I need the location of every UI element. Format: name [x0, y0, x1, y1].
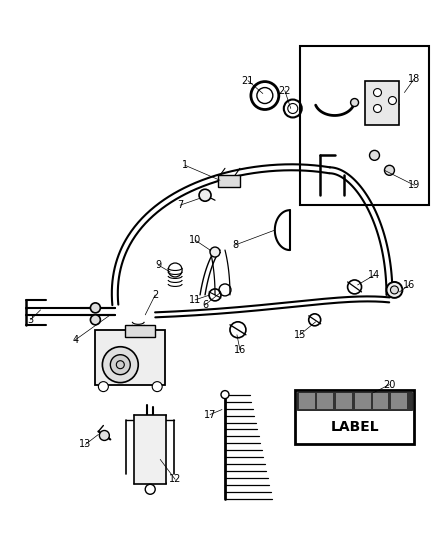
Circle shape	[152, 382, 162, 392]
Bar	[364, 80, 399, 125]
Bar	[355, 393, 371, 409]
Text: 22: 22	[279, 86, 291, 95]
Text: 12: 12	[169, 474, 181, 484]
Text: 19: 19	[408, 180, 420, 190]
Circle shape	[99, 431, 110, 440]
Circle shape	[374, 104, 381, 112]
Circle shape	[145, 484, 155, 494]
Text: 20: 20	[383, 379, 396, 390]
Bar	[134, 415, 166, 484]
Circle shape	[102, 347, 138, 383]
Text: 15: 15	[293, 330, 306, 340]
Text: 13: 13	[79, 439, 92, 449]
Bar	[295, 390, 414, 445]
Text: 8: 8	[232, 240, 238, 250]
Circle shape	[386, 282, 403, 298]
Circle shape	[390, 286, 399, 294]
Text: 6: 6	[202, 300, 208, 310]
Circle shape	[110, 355, 130, 375]
Bar	[336, 393, 352, 409]
Bar	[297, 392, 413, 409]
Bar	[218, 175, 240, 187]
Bar	[392, 393, 407, 409]
Circle shape	[99, 382, 108, 392]
Circle shape	[210, 247, 220, 257]
Circle shape	[385, 165, 395, 175]
Bar	[300, 46, 429, 205]
Bar	[299, 393, 314, 409]
Text: 11: 11	[189, 295, 201, 305]
Text: 14: 14	[368, 270, 381, 280]
Circle shape	[90, 315, 100, 325]
Circle shape	[389, 96, 396, 104]
Bar	[95, 330, 165, 385]
Bar	[317, 393, 332, 409]
Circle shape	[370, 150, 379, 160]
Text: 21: 21	[242, 76, 254, 86]
Circle shape	[350, 99, 359, 107]
Circle shape	[117, 361, 124, 369]
Circle shape	[199, 189, 211, 201]
Circle shape	[374, 88, 381, 96]
Text: 9: 9	[155, 260, 161, 270]
Bar	[125, 325, 155, 337]
Text: 2: 2	[152, 290, 158, 300]
Text: LABEL: LABEL	[330, 421, 379, 434]
Text: 16: 16	[403, 280, 416, 290]
Text: 1: 1	[182, 160, 188, 171]
Bar	[372, 393, 389, 409]
Circle shape	[90, 303, 100, 313]
Text: 18: 18	[408, 74, 420, 84]
Text: 7: 7	[177, 200, 183, 210]
Text: 4: 4	[72, 335, 78, 345]
Text: 3: 3	[28, 315, 34, 325]
Circle shape	[221, 391, 229, 399]
Text: 10: 10	[189, 235, 201, 245]
Text: 16: 16	[234, 345, 246, 355]
Text: 17: 17	[204, 409, 216, 419]
